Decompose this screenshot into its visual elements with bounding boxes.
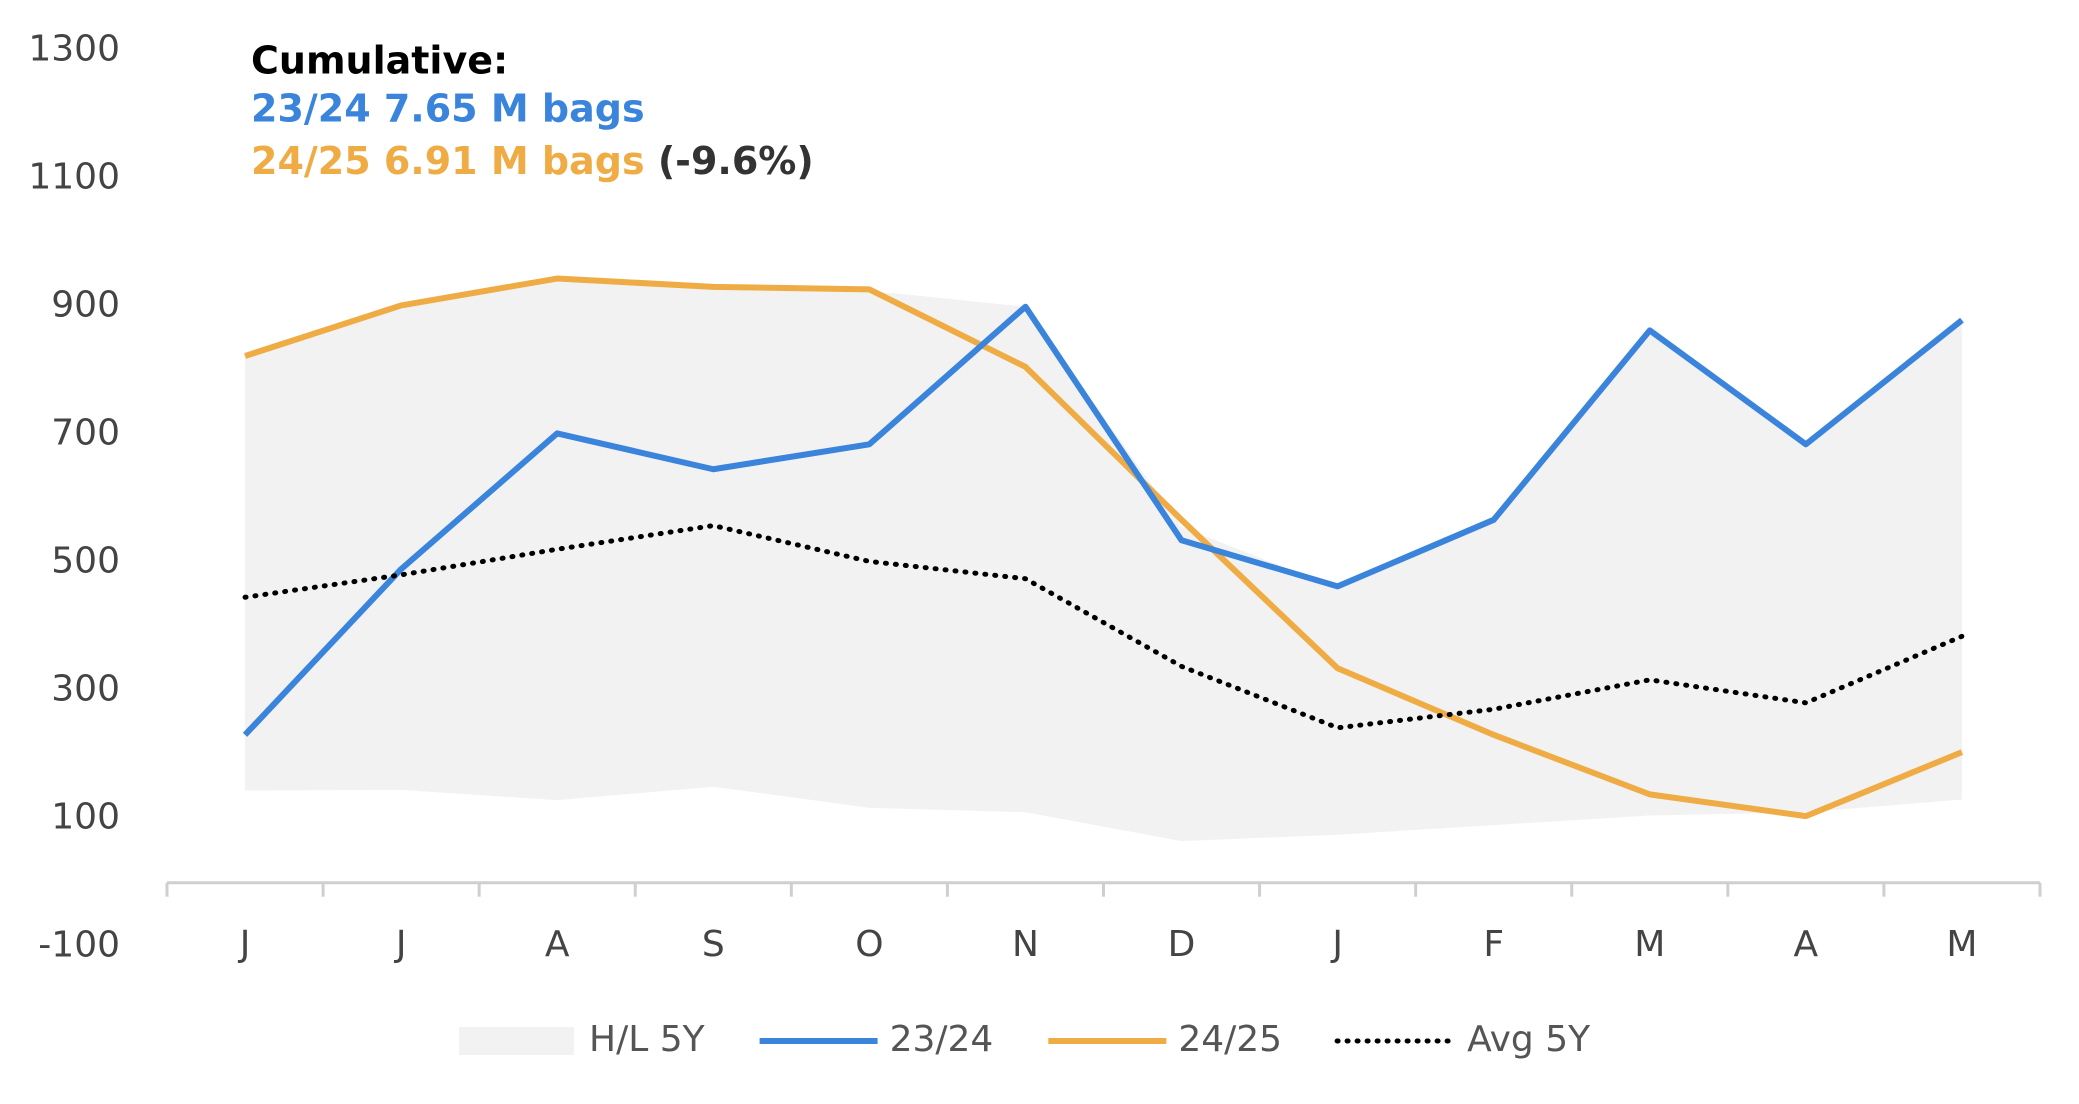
- line-series: [242, 303, 1964, 737]
- x-tick-label: M: [1946, 924, 1977, 965]
- x-tick-label: M: [1634, 924, 1665, 965]
- annotation: 24/25 6.91 M bags (-9.6%): [251, 139, 814, 183]
- x-tick-label: F: [1483, 924, 1504, 965]
- y-tick-label: 900: [51, 285, 120, 326]
- x-tick-label: J: [1330, 924, 1343, 965]
- y-tick-label: 500: [51, 541, 120, 582]
- y-tick-label: 100: [51, 797, 120, 838]
- x-tick-label: S: [702, 924, 725, 965]
- legend-label: Avg 5Y: [1467, 1019, 1591, 1060]
- y-tick-label: 1300: [28, 29, 120, 70]
- legend-label: 24/25: [1178, 1019, 1282, 1060]
- x-tick-label: N: [1012, 924, 1039, 965]
- x-tick-label: D: [1168, 924, 1196, 965]
- annotation: 23/24 7.65 M bags: [251, 87, 645, 131]
- legend-swatch: [459, 1027, 574, 1055]
- x-tick-label: A: [1794, 924, 1819, 965]
- annotation: Cumulative:: [251, 39, 508, 83]
- annotation-part: (-9.6%): [658, 139, 814, 183]
- annotation-part: 24/25 6.91 M bags: [251, 139, 645, 183]
- legend-label: H/L 5Y: [589, 1019, 706, 1060]
- x-tick-label: O: [855, 924, 883, 965]
- y-tick-label: 700: [51, 413, 120, 454]
- y-tick-label: 300: [51, 669, 120, 710]
- x-tick-label: A: [545, 924, 570, 965]
- legend-label: 23/24: [890, 1019, 994, 1060]
- x-tick-label: J: [238, 924, 251, 965]
- line-series: [242, 523, 1965, 731]
- hl-band: [245, 277, 1962, 842]
- y-tick-label: 1100: [28, 157, 120, 198]
- y-tick-label: -100: [38, 925, 120, 966]
- x-tick-label: J: [394, 924, 407, 965]
- line-series: [244, 275, 1964, 820]
